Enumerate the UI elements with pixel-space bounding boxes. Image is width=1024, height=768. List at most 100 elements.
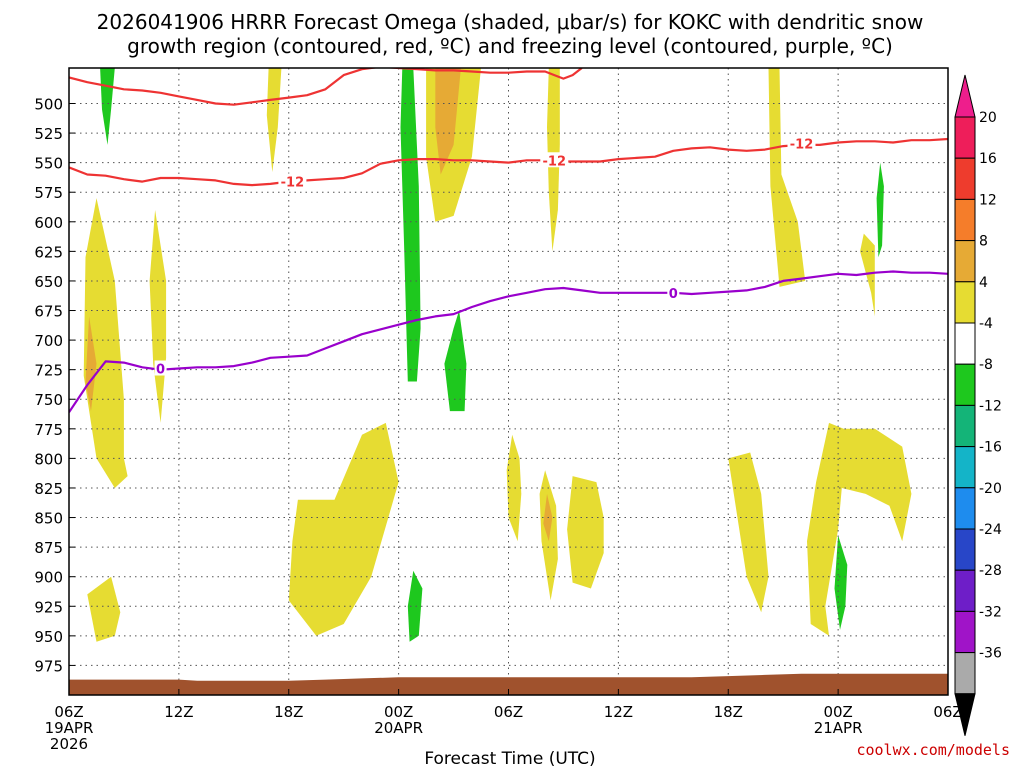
colorbar-arrow-bottom [954,693,976,736]
x-axis-label: Forecast Time (UTC) [424,749,595,768]
contour-label-4: 0 [156,362,165,377]
colorbar-label-14: -36 [979,646,1002,662]
omega-region-21 [728,452,769,613]
colorbar-label-7: -8 [979,357,993,373]
colorbar-segment-11 [954,528,976,571]
omega-shading [83,68,912,642]
colorbar-segment-5 [954,281,976,324]
y-tick-625: 625 [34,243,63,261]
credit-text: coolwx.com/models [856,741,1010,759]
omega-region-17 [567,476,604,589]
colorbar-label-13: -32 [979,604,1002,620]
contour-label-bg-2 [540,152,569,168]
y-tick-875: 875 [34,539,63,557]
colorbar-label-1: 20 [979,110,997,126]
y-tick-975: 975 [34,657,63,675]
x-tick-48-line1: 06Z [933,703,962,721]
omega-region-1 [83,198,128,488]
colorbar-label-4: 8 [979,234,988,250]
contour-labels: -12 -12 -12 0 0 [154,135,816,377]
y-tick-850: 850 [34,510,63,528]
x-tick-0-line3: 2026 [50,735,88,753]
colorbar-label-8: -12 [979,398,1002,414]
omega-region-11 [768,68,806,287]
y-tick-650: 650 [34,273,63,291]
y-tick-500: 500 [34,95,63,113]
y-tick-750: 750 [34,391,63,409]
colorbar-label-12: -28 [979,563,1002,579]
colorbar-segment-7 [954,363,976,406]
colorbar-segment-9 [954,446,976,489]
x-tick-6-line1: 12Z [164,703,193,721]
y-tick-775: 775 [34,421,63,439]
contour-label-bg-3 [787,135,816,151]
x-tick-0-line1: 06Z [54,703,83,721]
colorbar: 20 16 12 8 4 -4 -8 -12 -16 -20 -24 -28 -32 -36 [954,74,1002,736]
y-tick-825: 825 [34,480,63,498]
colorbar-segment-14 [954,652,976,695]
omega-region-13 [876,162,884,258]
colorbar-segment-2 [954,157,976,200]
colorbar-segment-6 [954,322,976,365]
x-tick-18-line1: 00Z [384,703,413,721]
omega-region-20 [407,570,423,642]
x-tick-18-line2: 20APR [374,719,423,737]
y-tick-925: 925 [34,598,63,616]
omega-region-12 [860,233,875,317]
contour-label-2: -12 [543,154,567,169]
contour-label-1: -12 [281,176,305,191]
y-tick-675: 675 [34,303,63,321]
colorbar-label-2: 16 [979,151,997,167]
colorbar-segment-4 [954,240,976,283]
y-tick-600: 600 [34,214,63,232]
y-tick-800: 800 [34,450,63,468]
colorbar-arrow-top [954,74,976,118]
x-tick-42-line2: 21APR [814,719,863,737]
y-axis-ticks: 500 525 550 575 600 625 650 675 700 725 750 775 800 8… [34,95,75,675]
y-tick-700: 700 [34,332,63,350]
colorbar-segment-13 [954,610,976,654]
colorbar-label-11: -24 [979,522,1002,538]
x-tick-24-line1: 06Z [494,703,523,721]
chart-title-line2: growth region (contoured, red, ºC) and f… [127,34,893,58]
colorbar-segment-12 [954,569,976,612]
colorbar-segment-3 [954,198,976,242]
colorbar-label-6: -4 [979,316,993,332]
contour-label-bg-5 [667,284,680,300]
omega-region-8 [435,68,461,175]
omega-region-22 [807,422,912,636]
contour-label-bg-4 [154,360,167,376]
contour-label-bg-1 [278,173,307,189]
colorbar-label-5: 4 [979,275,988,291]
omega-region-19 [87,576,121,642]
isotherm-minus12-upper [69,68,583,106]
y-tick-525: 525 [34,125,63,143]
y-tick-900: 900 [34,569,63,587]
contour-label-3: -12 [790,138,814,153]
x-tick-42-line1: 00Z [823,703,852,721]
x-tick-0-line2: 19APR [45,719,94,737]
chart-title-line1: 2026041906 HRRR Forecast Omega (shaded, … [97,10,924,34]
freezing-level-line [69,270,948,413]
omega-region-18 [288,422,399,636]
colorbar-segment-8 [954,404,976,448]
omega-region-10 [444,310,467,412]
contour-label-5: 0 [669,287,678,302]
y-tick-950: 950 [34,628,63,646]
x-tick-12-line1: 18Z [274,703,303,721]
y-tick-575: 575 [34,184,63,202]
y-tick-550: 550 [34,155,63,173]
colorbar-label-3: 12 [979,192,997,208]
grid [69,68,948,695]
x-tick-36-line1: 18Z [714,703,743,721]
colorbar-segment-1 [954,116,976,159]
colorbar-label-10: -20 [979,481,1002,497]
omega-region-5 [266,68,282,173]
plot-area: -12 -12 -12 0 0 [68,67,949,696]
y-tick-725: 725 [34,362,63,380]
x-tick-30-line1: 12Z [604,703,633,721]
colorbar-label-9: -16 [979,440,1002,456]
omega-region-2 [85,316,97,412]
